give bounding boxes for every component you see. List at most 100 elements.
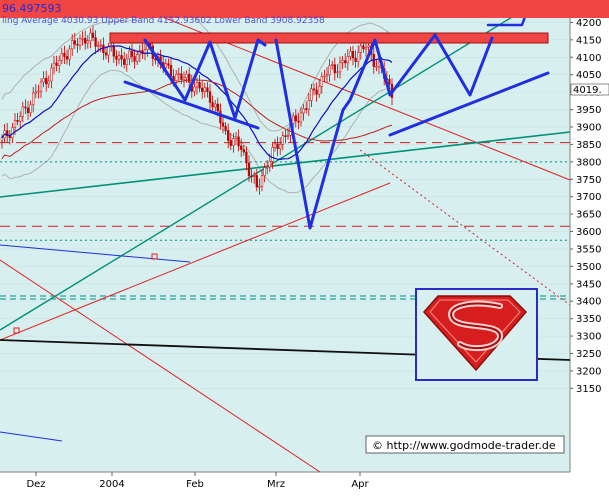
candle-body [240, 145, 243, 150]
candle-body [320, 76, 323, 87]
header-value-label: 96.497593 [2, 2, 62, 15]
candle-body [349, 51, 352, 57]
candle-body [346, 56, 349, 64]
candle-body [227, 130, 230, 141]
blue-thin-line-lower [0, 431, 63, 442]
candle-body [60, 53, 63, 61]
candle-body [32, 92, 35, 106]
candle-body [37, 90, 40, 93]
candle-body [229, 140, 232, 146]
candle-body [234, 136, 238, 139]
candle-body [81, 38, 84, 40]
y-tick-label: 3200 [576, 366, 601, 377]
y-tick-label: 3600 [576, 227, 601, 238]
candle-body [216, 103, 219, 112]
candle-body [318, 85, 321, 95]
candle-body [302, 108, 305, 114]
candle-body [328, 65, 331, 76]
y-tick-label: 3500 [576, 262, 601, 273]
candle-body [362, 45, 365, 50]
candle-body [221, 122, 225, 127]
candle-body [211, 102, 214, 108]
candle-body [86, 40, 89, 44]
candle-body [123, 58, 126, 65]
y-tick-label: 4200 [576, 18, 601, 29]
candle-body [333, 64, 336, 74]
candle-body [55, 62, 58, 66]
candle-body [102, 44, 105, 54]
candle-body [242, 149, 245, 153]
moving-average-slow [1, 79, 393, 159]
y-tick-label: 4150 [576, 35, 601, 46]
y-axis-panel [570, 0, 609, 492]
candle-body [325, 74, 329, 77]
candle-body [331, 64, 334, 66]
candle-body [26, 107, 30, 113]
candle-body [354, 57, 357, 62]
y-tick-label: 3850 [576, 140, 601, 151]
candle-body [76, 43, 79, 46]
candle-body [19, 116, 22, 122]
candle-body [377, 61, 381, 67]
y-tick-label: 3300 [576, 332, 601, 343]
candle-body [297, 120, 300, 123]
candle-body [130, 50, 134, 57]
candle-body [336, 71, 339, 74]
blue-w-pattern [274, 33, 494, 230]
upper-band-line [1, 7, 393, 132]
candle-body [310, 88, 313, 101]
candle-body [112, 45, 115, 57]
x-tick-label: Apr [351, 479, 369, 490]
candle-body [266, 166, 269, 169]
shield-s-letter-core [450, 302, 502, 350]
candle-body [68, 48, 71, 60]
candle-body [299, 112, 303, 123]
header-bar [0, 0, 609, 18]
candle-body [94, 37, 97, 47]
candle-body [219, 110, 222, 124]
candle-body [237, 136, 240, 147]
candle-body [258, 185, 261, 188]
resistance-box [109, 32, 549, 44]
candle-body [359, 45, 362, 53]
candle-body [312, 88, 316, 91]
candle-body [120, 55, 123, 60]
candle-body [276, 143, 279, 149]
x-tick-label: Feb [186, 479, 204, 490]
last-price-box [570, 83, 609, 96]
candle-body [128, 50, 131, 60]
y-tick-label: 3450 [576, 279, 601, 290]
candle-body [133, 56, 136, 62]
anchor-marker [151, 253, 158, 260]
candle-body [195, 82, 199, 88]
y-tick-label: 3350 [576, 314, 601, 325]
copyright-box [365, 435, 565, 454]
candle-body [338, 61, 342, 73]
candle-body [180, 73, 183, 80]
candle-body [117, 55, 121, 60]
candle-body [341, 60, 344, 63]
candle-body [271, 147, 274, 162]
candle-body [78, 38, 82, 46]
x-tick-label: 2004 [99, 479, 124, 490]
candle-body [167, 63, 170, 66]
green-trendline-flat [0, 131, 571, 198]
y-tick-label: 3150 [576, 384, 601, 395]
red-trendline-dotted [359, 149, 571, 306]
candle-body [91, 32, 95, 38]
candle-body [198, 82, 201, 89]
plot-area [0, 0, 570, 472]
candle-body [99, 44, 102, 47]
candle-body [125, 58, 128, 65]
candle-body [281, 135, 284, 145]
x-axis-panel [0, 472, 609, 492]
candle-body [63, 53, 66, 57]
candle-body [375, 66, 378, 68]
candle-body [323, 75, 326, 78]
candle-body [214, 103, 217, 108]
candle-body [305, 108, 308, 110]
candle-body [315, 89, 318, 95]
last-price-label: 4019. [573, 85, 602, 96]
y-tick-label: 4100 [576, 53, 601, 64]
gridlines [0, 4, 570, 389]
